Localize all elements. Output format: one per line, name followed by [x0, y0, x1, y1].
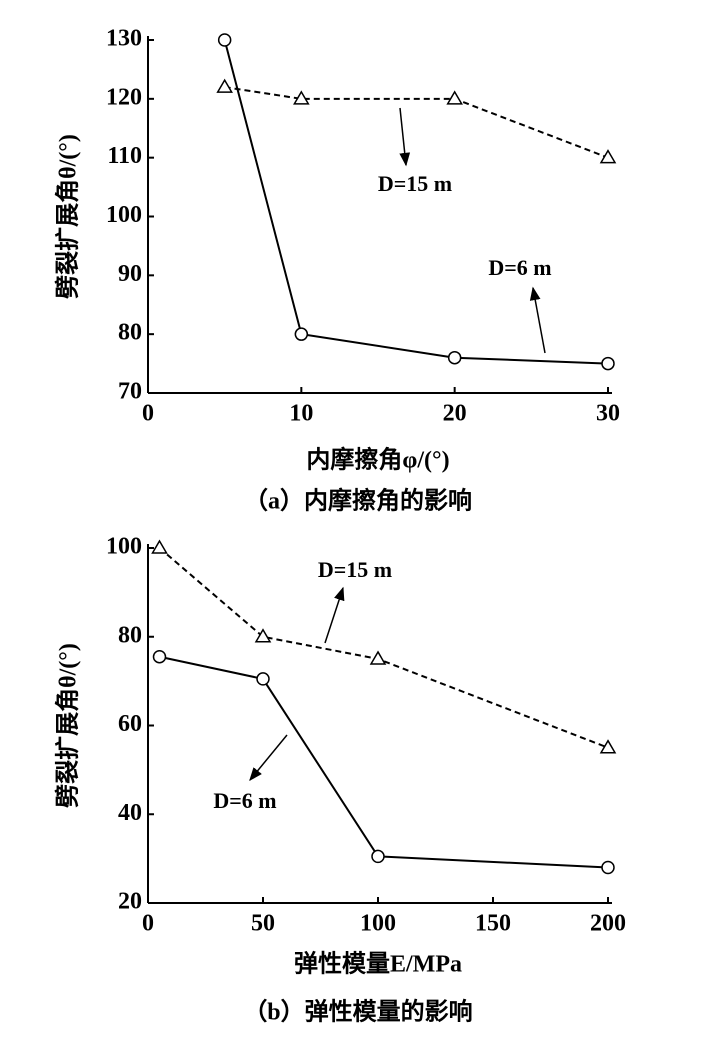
annotation: D=6 m: [213, 788, 276, 813]
y-tick-label: 80: [118, 622, 142, 648]
marker-circle: [217, 33, 232, 47]
y-tick-label: 100: [106, 202, 142, 228]
y-tick-label: 90: [118, 261, 142, 287]
x-tick-label: 0: [142, 401, 154, 427]
annotation: D=6 m: [488, 255, 551, 280]
x-tick-label: 10: [289, 401, 313, 427]
y-tick-label: 130: [106, 26, 142, 52]
y-tick-label: 20: [118, 889, 142, 915]
x-axis-label: 弹性模量E/MPa: [294, 951, 462, 978]
marker-triangle: [599, 739, 617, 754]
x-tick-label: 50: [251, 911, 275, 937]
x-tick-label: 100: [360, 911, 396, 937]
marker-circle: [256, 672, 270, 686]
x-tick-label: 30: [596, 401, 620, 427]
annotation-arrow: [324, 586, 345, 644]
annotation: D=15 m: [318, 557, 392, 582]
y-tick-label: 80: [118, 320, 142, 346]
marker-circle: [294, 327, 309, 341]
x-tick-label: 200: [590, 911, 626, 937]
marker-triangle: [254, 628, 272, 643]
x-tick-label: 0: [142, 911, 154, 937]
marker-circle: [447, 350, 462, 365]
series-line: [223, 39, 609, 365]
y-tick-label: 120: [106, 84, 142, 110]
x-tick-label: 20: [443, 401, 467, 427]
annotation: D=15 m: [378, 171, 452, 196]
marker-triangle: [216, 78, 233, 93]
marker-triangle: [599, 149, 617, 164]
marker-circle: [371, 849, 385, 864]
marker-triangle: [369, 650, 387, 665]
annotation-arrow: [249, 734, 288, 782]
marker-circle: [601, 860, 615, 875]
series-line: [159, 655, 609, 869]
marker-triangle: [293, 90, 310, 105]
y-tick-label: 60: [118, 711, 142, 737]
caption: （b）弹性模量的影响: [243, 998, 472, 1026]
marker-triangle: [151, 539, 168, 554]
y-tick-label: 100: [106, 534, 142, 560]
x-tick-label: 150: [475, 911, 511, 937]
caption: （a）内摩擦角的影响: [244, 487, 472, 515]
y-axis-label: 劈裂扩展角θ/(°): [54, 643, 82, 808]
series-line: [158, 547, 609, 749]
annotation-arrow: [399, 107, 411, 167]
y-axis-label: 劈裂扩展角θ/(°): [54, 134, 82, 299]
y-tick-label: 110: [107, 143, 142, 169]
annotation-arrow: [529, 286, 546, 354]
x-axis-label: 内摩擦角φ/(°): [306, 446, 449, 474]
y-tick-label: 40: [118, 800, 142, 826]
marker-circle: [601, 356, 615, 371]
marker-circle: [152, 649, 167, 664]
y-tick-label: 70: [118, 379, 142, 405]
marker-triangle: [446, 90, 463, 105]
series-line: [224, 86, 609, 159]
